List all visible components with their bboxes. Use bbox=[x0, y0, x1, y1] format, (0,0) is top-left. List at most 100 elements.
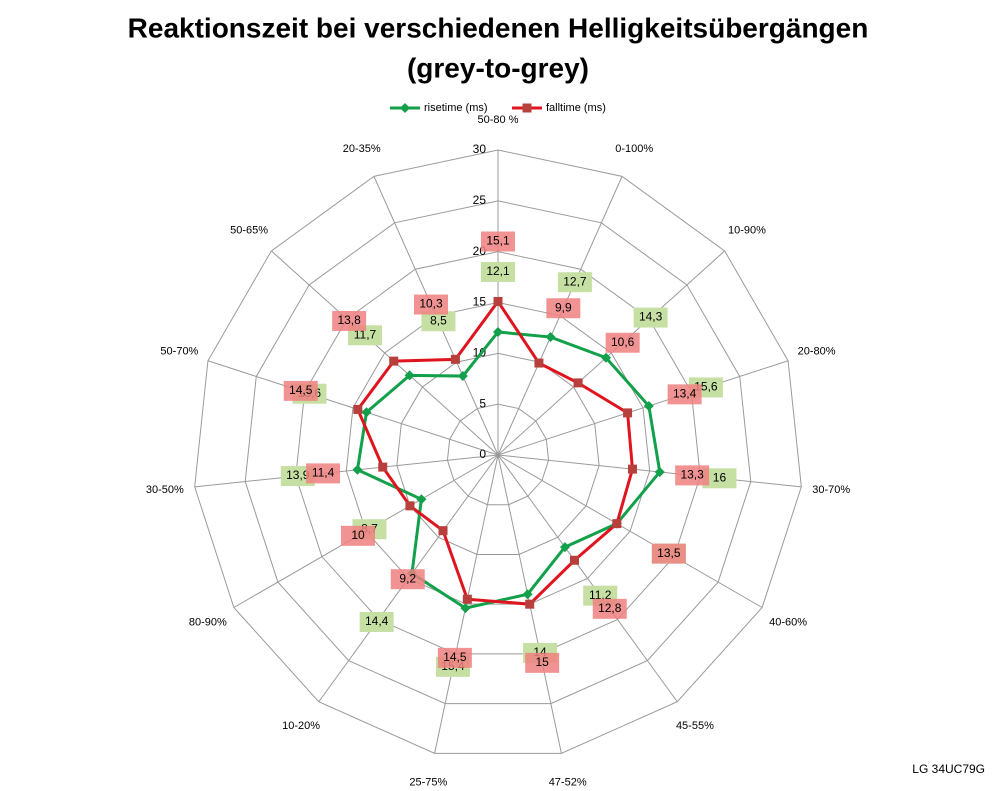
value-label-bg bbox=[332, 310, 367, 331]
marker bbox=[438, 526, 448, 536]
marker bbox=[643, 400, 654, 411]
value-label: 16 bbox=[713, 470, 727, 484]
category-label: 20-35% bbox=[343, 143, 381, 155]
value-label: 14,3 bbox=[639, 310, 663, 324]
value-label: 12,1 bbox=[486, 264, 510, 278]
value-label-bg bbox=[557, 272, 592, 293]
marker bbox=[623, 408, 633, 418]
grid-ring bbox=[244, 200, 752, 705]
marker bbox=[352, 464, 363, 475]
legend-label: falltime (ms) bbox=[546, 102, 606, 114]
marker bbox=[569, 555, 579, 565]
value-label: 10,3 bbox=[419, 297, 443, 311]
value-label: 13,4 bbox=[673, 387, 697, 401]
spoke bbox=[497, 360, 789, 456]
marker bbox=[493, 326, 503, 337]
marker bbox=[450, 354, 460, 364]
value-label-bg bbox=[481, 231, 515, 252]
spoke bbox=[207, 360, 499, 456]
legend-label: risetime (ms) bbox=[424, 102, 488, 114]
value-label-bg bbox=[359, 611, 394, 632]
value-label-bg bbox=[390, 569, 425, 590]
value-label-bg bbox=[546, 298, 581, 319]
value-label-bg bbox=[702, 468, 737, 489]
value-label: 9,9 bbox=[555, 300, 572, 314]
value-label: 10 bbox=[351, 528, 365, 542]
marker bbox=[654, 467, 665, 478]
value-label-bg bbox=[592, 598, 627, 619]
value-label-bg bbox=[633, 307, 668, 328]
category-label: 50-70% bbox=[160, 345, 198, 357]
category-label: 30-50% bbox=[146, 484, 184, 496]
marker bbox=[601, 352, 612, 363]
spoke bbox=[497, 250, 725, 456]
tick-label: 30 bbox=[473, 142, 487, 156]
value-label: 13,8 bbox=[337, 313, 361, 327]
value-label-bg bbox=[421, 311, 456, 332]
grid-ring bbox=[295, 251, 701, 655]
value-label-bg bbox=[283, 380, 318, 401]
footer: LG 34UC79G bbox=[912, 762, 985, 776]
value-label: 12,7 bbox=[563, 274, 587, 288]
marker bbox=[389, 356, 399, 366]
spoke bbox=[271, 250, 499, 456]
tick-label: 5 bbox=[479, 396, 486, 410]
value-label-bg bbox=[605, 332, 640, 353]
value-label: 15,1 bbox=[486, 234, 510, 248]
value-label: 11,2 bbox=[589, 588, 612, 602]
category-label: 25-75% bbox=[409, 777, 447, 786]
marker bbox=[361, 407, 372, 418]
spoke bbox=[497, 454, 802, 488]
category-label: 80-90% bbox=[189, 616, 227, 628]
value-label: 8,5 bbox=[430, 313, 447, 327]
category-label: 40-60% bbox=[769, 616, 807, 628]
category-label: 0-100% bbox=[615, 143, 653, 155]
tick-label: 25 bbox=[473, 193, 487, 207]
value-label: 14,4 bbox=[365, 614, 389, 628]
category-label: 50-80 % bbox=[478, 114, 519, 126]
value-label-bg bbox=[667, 384, 702, 405]
tick-label: 0 bbox=[479, 447, 486, 461]
grid-ring bbox=[396, 352, 600, 555]
value-label: 9,2 bbox=[399, 571, 416, 585]
category-label: 45-55% bbox=[676, 720, 714, 732]
value-label: 11,4 bbox=[312, 466, 335, 480]
marker bbox=[378, 462, 388, 472]
category-label: 10-90% bbox=[728, 225, 766, 237]
value-label-bg bbox=[340, 525, 375, 546]
marker bbox=[493, 296, 503, 306]
value-label-bg bbox=[525, 652, 560, 673]
value-label: 13,3 bbox=[680, 468, 704, 482]
value-label: 10,6 bbox=[611, 335, 635, 349]
tick-label: 15 bbox=[473, 295, 487, 309]
marker bbox=[460, 603, 471, 614]
value-label-bg bbox=[306, 463, 341, 484]
series-line bbox=[356, 298, 634, 606]
marker bbox=[534, 358, 544, 368]
marker bbox=[404, 370, 415, 381]
marker bbox=[627, 464, 637, 474]
marker bbox=[462, 594, 472, 604]
value-label-bg bbox=[651, 543, 686, 564]
value-label: 13,5 bbox=[657, 546, 681, 560]
legend-marker bbox=[400, 103, 410, 113]
category-label: 47-52% bbox=[549, 777, 587, 786]
marker bbox=[522, 589, 533, 600]
category-label: 10-20% bbox=[282, 720, 320, 732]
chart-title: Reaktionszeit bei verschiedenen Helligke… bbox=[128, 12, 869, 43]
marker bbox=[405, 501, 415, 511]
marker bbox=[545, 332, 556, 343]
value-label: 13,9 bbox=[286, 468, 310, 482]
marker bbox=[457, 371, 468, 382]
category-label: 20-80% bbox=[798, 345, 836, 357]
marker bbox=[353, 404, 363, 414]
spoke bbox=[194, 454, 499, 488]
legend-marker bbox=[522, 103, 532, 113]
value-label: 15 bbox=[536, 655, 550, 669]
grid-ring bbox=[194, 149, 802, 754]
marker bbox=[573, 378, 583, 388]
marker bbox=[612, 519, 622, 529]
grid-ring bbox=[446, 403, 550, 506]
